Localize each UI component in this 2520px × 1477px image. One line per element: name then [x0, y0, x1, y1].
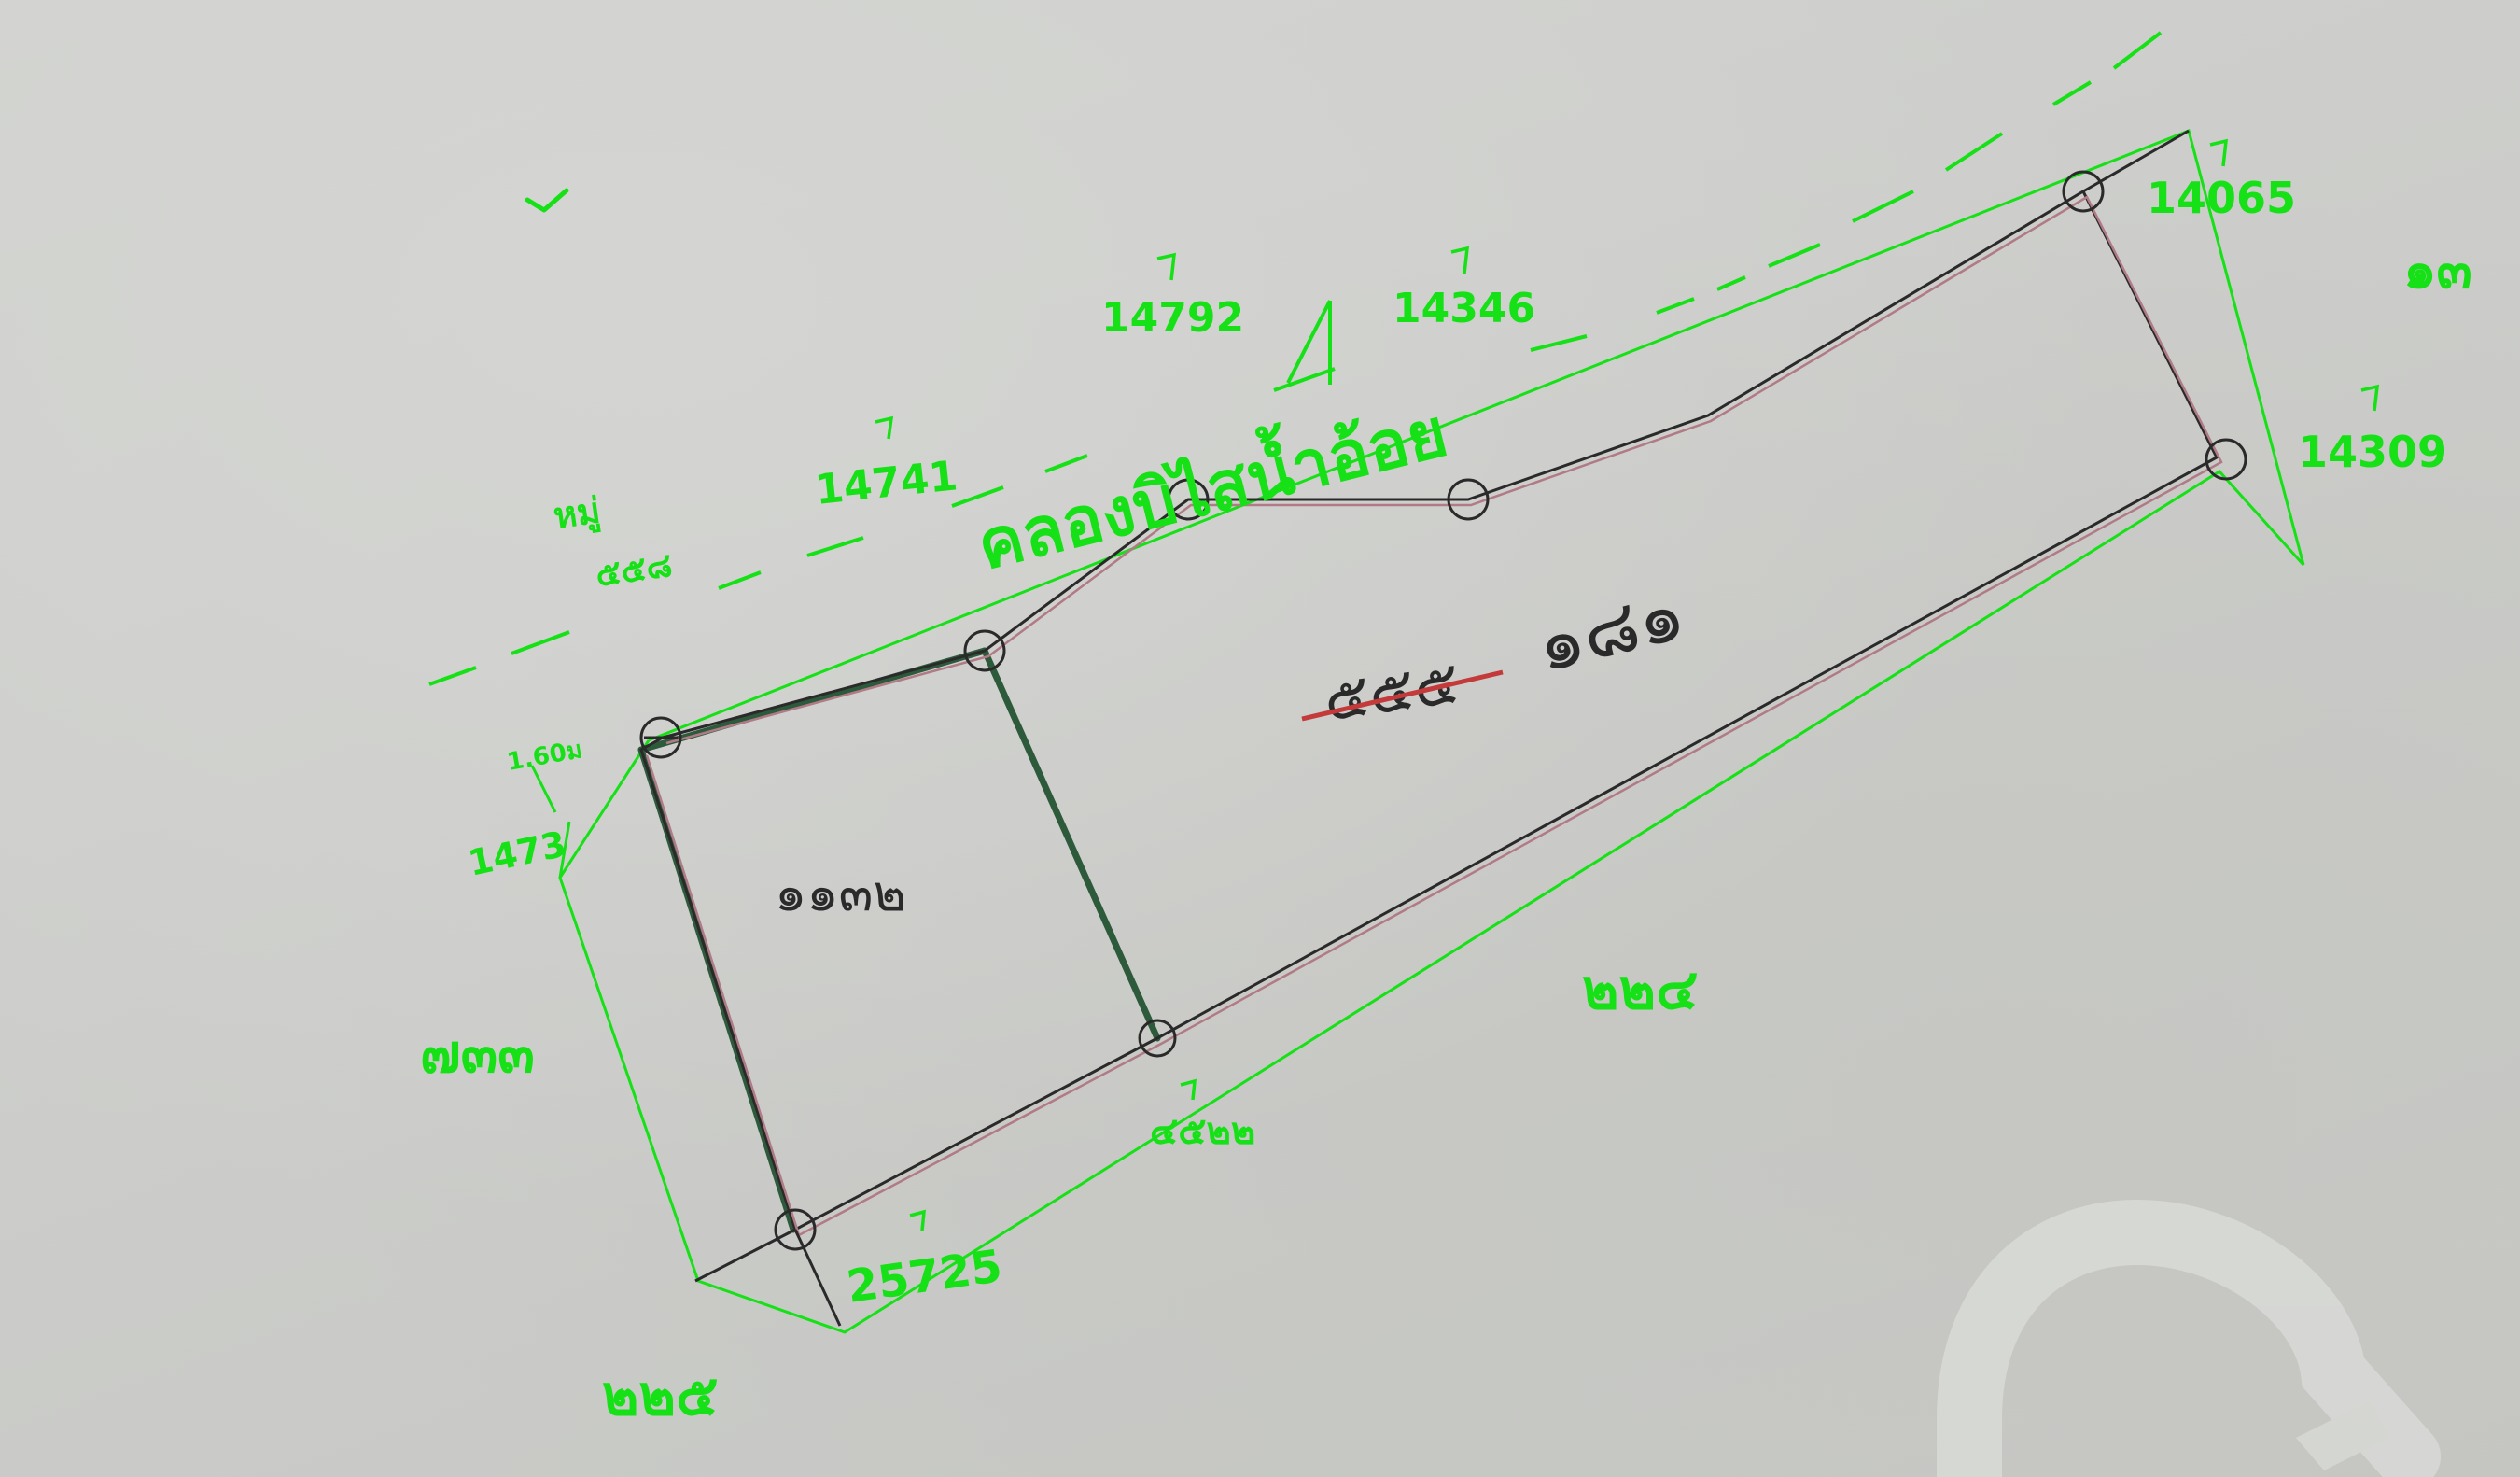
- strike-line: [1301, 669, 1504, 722]
- tick-marks: [875, 138, 2380, 1231]
- survey-pin-icon: [639, 170, 2247, 1251]
- neighbor-25725: 25725: [844, 1240, 1005, 1314]
- parcel-main-new: ๑๘๑: [1529, 572, 1693, 690]
- canal-label: คลองบิไสน้ำอ้อย: [967, 383, 1455, 585]
- village-number: ๕๕๘: [594, 546, 675, 595]
- green-plot-outline: [530, 128, 2305, 1334]
- neighbor-1473: 1473: [465, 823, 570, 884]
- neighbor-south-main: ๒๒๔: [1582, 957, 1699, 1022]
- canal-dashed-line: [428, 31, 2163, 686]
- neighbor-14309: 14309: [2298, 427, 2447, 477]
- parcel-main-old: ๕๕๕: [1320, 648, 1463, 736]
- arch-watermark-icon: [1937, 1199, 2441, 1477]
- canal-arrow-icon: [1286, 300, 1332, 385]
- check-mark-icon: [525, 188, 569, 213]
- division-line: [637, 647, 1161, 1233]
- village-label: หมู่: [551, 489, 603, 539]
- neighbor-14065: 14065: [2147, 173, 2296, 223]
- neighbor-14741: 14741: [813, 452, 960, 514]
- neighbor-right-edge: ๑๓: [2403, 240, 2472, 301]
- neighbor-south-corner: ๒๒๕: [602, 1363, 719, 1428]
- neighbor-4522: ๔๕๒๒: [1150, 1110, 1255, 1153]
- neighbor-14792: 14792: [1101, 294, 1244, 342]
- neighbor-14346: 14346: [1393, 285, 1535, 332]
- neighbor-west: ๗๓๓: [420, 1021, 535, 1085]
- measure-label: 1.60ม: [505, 736, 584, 777]
- parcel-subdivided: ๑๑๓๒: [775, 864, 906, 922]
